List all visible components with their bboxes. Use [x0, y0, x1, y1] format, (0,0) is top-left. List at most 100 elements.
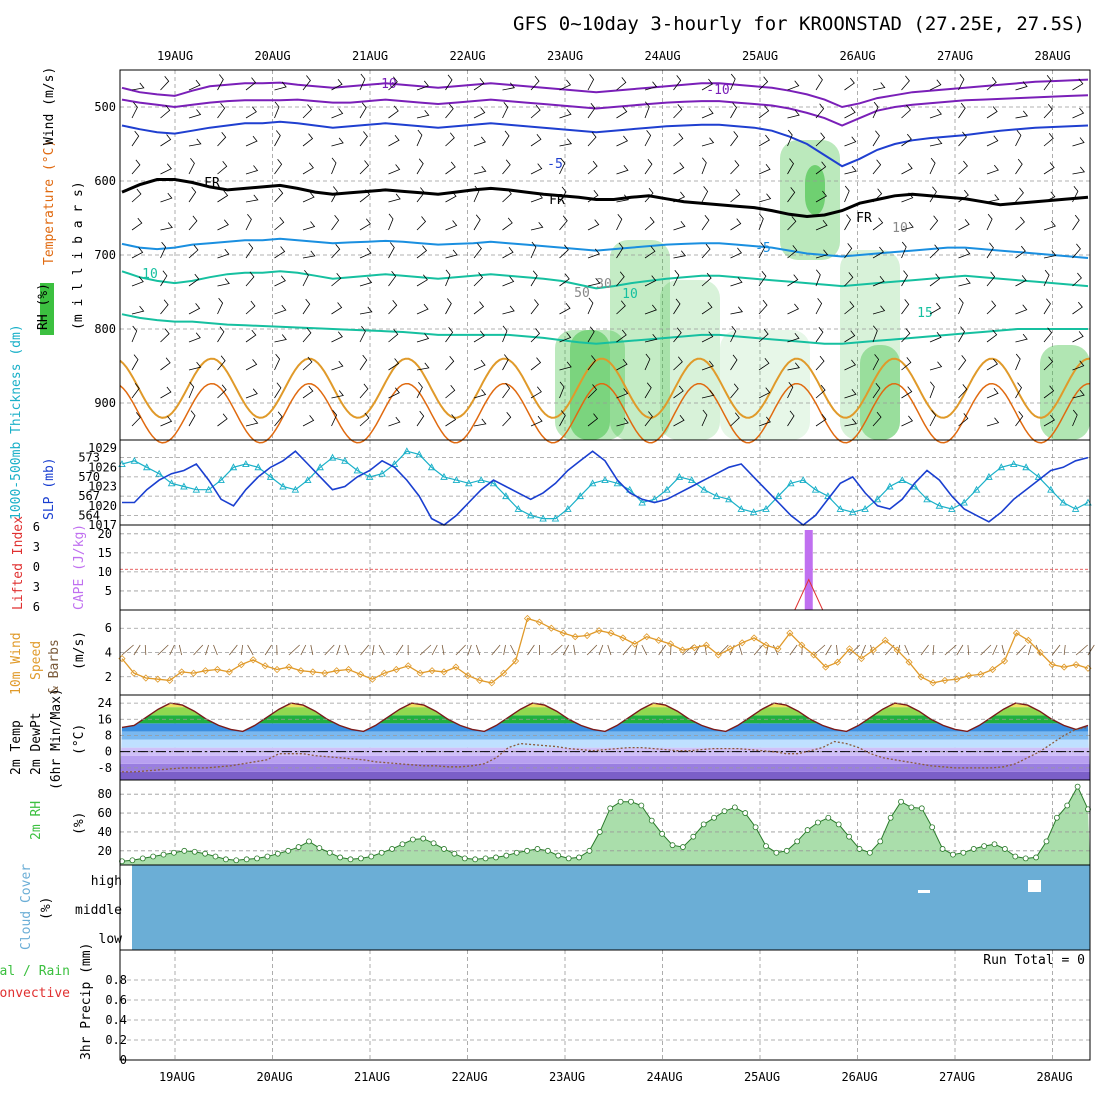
upper-wind-barb: [1015, 333, 1028, 343]
upper-wind-barb: [616, 213, 623, 231]
upper-wind-barb: [331, 390, 344, 399]
rh2m-point: [1074, 783, 1081, 790]
wind10-point: [690, 644, 699, 652]
isotherm-label: -10: [373, 77, 396, 92]
upper-wind-barb: [473, 418, 487, 427]
upper-wind-barb: [1072, 137, 1085, 147]
surface-wind-barb: [920, 644, 929, 656]
upper-wind-barb: [445, 414, 457, 427]
rh2m-unit-label: (%): [72, 812, 87, 835]
upper-wind-barb: [986, 135, 999, 147]
upper-wind-barb: [758, 328, 769, 343]
wind10-point: [178, 668, 186, 676]
chart-title: GFS 0~10day 3-hourly for KROONSTAD (27.2…: [513, 13, 1085, 35]
upper-wind-barb: [131, 354, 139, 371]
upper-wind-barb: [787, 410, 795, 427]
upper-wind-barb: [872, 188, 883, 203]
upper-wind-barb: [160, 163, 172, 175]
date-label-bottom: 25AUG: [744, 1070, 780, 1084]
wind10-point: [583, 631, 591, 640]
surface-wind-barb: [562, 644, 570, 656]
upper-wind-barb: [844, 330, 856, 343]
upper-wind-barb: [1015, 304, 1028, 315]
thickness-point: [1009, 460, 1018, 467]
temp-tick-label: -8: [98, 761, 112, 775]
upper-wind-barb: [217, 190, 229, 203]
thickness-point: [291, 485, 300, 493]
temp-band: [120, 739, 1090, 748]
surface-wind-barb: [586, 644, 598, 656]
upper-wind-barb: [701, 78, 714, 91]
thickness-point: [365, 472, 374, 480]
upper-wind-barb: [1043, 327, 1053, 343]
upper-wind-barb: [331, 409, 338, 427]
thickness-point: [836, 505, 845, 512]
upper-wind-barb: [787, 274, 799, 287]
upper-wind-barb: [559, 332, 572, 343]
upper-wind-barb: [131, 325, 138, 343]
upper-wind-barb: [1072, 409, 1078, 427]
upper-wind-barb: [701, 272, 712, 287]
upper-wind-barb: [901, 357, 912, 371]
thickness-point: [477, 476, 485, 484]
upper-wind-barb: [587, 326, 595, 343]
upper-wind-barb: [445, 132, 455, 147]
surface-wind-barb: [801, 644, 803, 656]
thickness-point: [737, 505, 745, 512]
upper-wind-barb: [131, 383, 140, 399]
upper-wind-barb: [673, 298, 681, 315]
upper-wind-barb: [160, 416, 173, 427]
cape-tick-label: 5: [105, 584, 112, 598]
surface-wind-barb: [169, 644, 175, 656]
upper-wind-barb: [1072, 331, 1084, 343]
cape-axis-label: CAPE (J/kg): [72, 524, 87, 610]
upper-wind-barb: [131, 102, 138, 119]
upper-wind-barb: [901, 75, 910, 91]
rh-shade: [660, 280, 720, 440]
upper-wind-barb: [958, 384, 968, 399]
upper-wind-barb: [416, 158, 424, 175]
upper-wind-barb: [502, 101, 509, 119]
rh2m-point: [503, 852, 510, 859]
upper-wind-barb: [388, 76, 398, 91]
thickness-point: [663, 485, 671, 493]
rh2m-point: [711, 814, 717, 821]
temp-band: [120, 771, 1090, 780]
upper-wind-barb: [730, 306, 744, 315]
thickness-point: [229, 463, 238, 471]
upper-wind-barb: [701, 409, 708, 427]
upper-wind-barb: [217, 384, 227, 399]
thickness-point: [1071, 505, 1080, 512]
upper-wind-barb: [245, 106, 257, 119]
wind10-point: [917, 673, 925, 681]
rh2m-point: [285, 847, 292, 854]
li-tick-label: 3: [33, 580, 40, 594]
wind10-point: [1048, 661, 1056, 669]
upper-wind-barb: [445, 298, 452, 315]
thickness-point: [167, 479, 176, 487]
rh2m-point: [939, 846, 946, 852]
surface-wind-barb: [932, 644, 935, 656]
upper-wind-barb: [331, 137, 344, 147]
upper-wind-barb: [986, 106, 998, 119]
upper-wind-barb: [359, 326, 366, 343]
thickness-point: [601, 476, 609, 484]
slp-line: [122, 450, 1089, 527]
wind10-point: [333, 667, 341, 675]
wind10-point: [929, 679, 937, 687]
upper-wind-barb: [844, 107, 856, 119]
thickness-point: [489, 479, 498, 487]
thickness-point: [204, 485, 213, 493]
upper-wind-barb: [188, 332, 201, 343]
rh2m-point: [783, 847, 790, 854]
wind-tick-label: 6: [105, 621, 112, 635]
upper-wind-barb: [758, 299, 768, 315]
rh2m-point: [700, 821, 707, 828]
wind10-point: [225, 668, 233, 676]
upper-wind-barb: [701, 214, 710, 231]
upper-wind-barb: [502, 246, 514, 259]
rh2m-point: [555, 852, 562, 859]
thickness-point: [180, 482, 188, 490]
upper-wind-barb: [274, 382, 282, 399]
upper-wind-barb: [559, 410, 566, 427]
